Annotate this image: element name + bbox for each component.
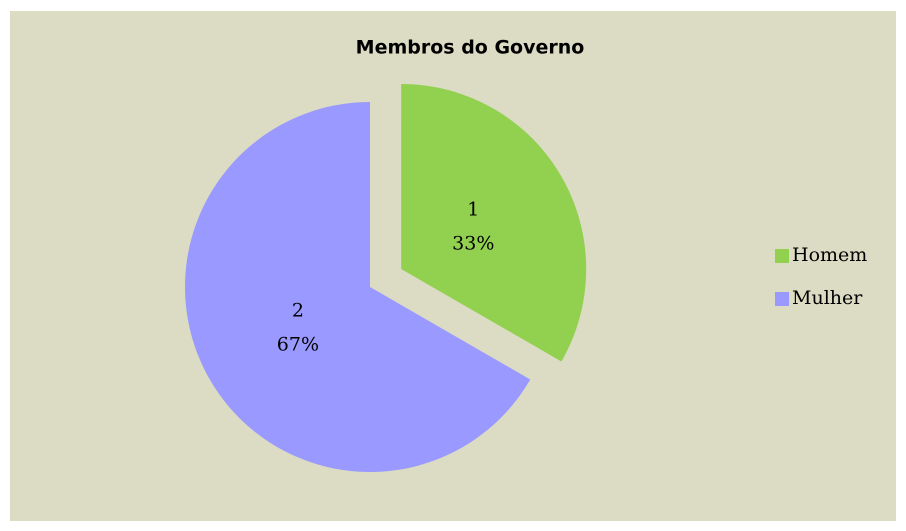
data-label: 2 — [292, 300, 304, 322]
legend-label: Homem — [792, 244, 867, 266]
pie-slice — [401, 84, 587, 362]
chart-title: Membros do Governo — [356, 37, 585, 59]
data-label-percent: 33% — [452, 232, 494, 254]
legend-swatch — [775, 249, 789, 263]
data-label-percent: 67% — [277, 334, 319, 356]
pie-slice — [185, 102, 531, 472]
data-label: 1 — [467, 198, 479, 220]
legend-swatch — [775, 292, 789, 306]
legend-label: Mulher — [792, 287, 863, 309]
